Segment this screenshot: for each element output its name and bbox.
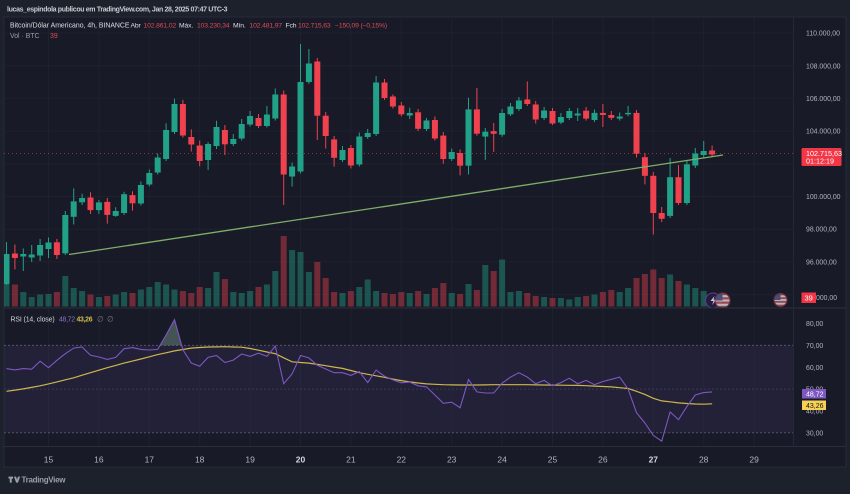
svg-text:110.000,00: 110.000,00 bbox=[806, 31, 840, 38]
svg-text:22: 22 bbox=[397, 454, 407, 464]
svg-text:−150,09 (−0,15%): −150,09 (−0,15%) bbox=[335, 23, 387, 30]
svg-text:∅: ∅ bbox=[97, 315, 103, 324]
svg-text:48,72: 48,72 bbox=[59, 316, 75, 323]
svg-text:102.481,97: 102.481,97 bbox=[250, 23, 283, 30]
svg-text:17: 17 bbox=[145, 454, 155, 464]
svg-text:106.000,00: 106.000,00 bbox=[806, 96, 841, 103]
svg-text:Bitcoin/Dólar Americano, 4h, B: Bitcoin/Dólar Americano, 4h, BINANCE bbox=[10, 23, 130, 30]
svg-text:16: 16 bbox=[94, 454, 104, 464]
svg-text:Vol · BTC: Vol · BTC bbox=[10, 33, 40, 40]
svg-text:23: 23 bbox=[447, 454, 457, 464]
svg-text:19: 19 bbox=[245, 454, 255, 464]
svg-text:000,00: 000,00 bbox=[816, 295, 837, 302]
svg-text:18: 18 bbox=[195, 454, 205, 464]
svg-text:102.861,02: 102.861,02 bbox=[144, 23, 177, 30]
svg-text:01:12:19: 01:12:19 bbox=[806, 156, 834, 165]
svg-text:103.230,34: 103.230,34 bbox=[197, 23, 230, 30]
svg-text:20: 20 bbox=[296, 454, 306, 464]
svg-text:60,00: 60,00 bbox=[806, 365, 823, 372]
svg-text:28: 28 bbox=[699, 454, 709, 464]
svg-text:27: 27 bbox=[649, 454, 659, 464]
svg-text:100.000,00: 100.000,00 bbox=[806, 194, 841, 201]
svg-text:Mín.: Mín. bbox=[233, 23, 246, 30]
svg-text:24: 24 bbox=[497, 454, 507, 464]
svg-text:30,00: 30,00 bbox=[806, 430, 823, 437]
svg-text:70,00: 70,00 bbox=[806, 343, 823, 350]
svg-text:40,00: 40,00 bbox=[806, 409, 823, 416]
svg-text:29: 29 bbox=[749, 454, 759, 464]
svg-text:104.000,00: 104.000,00 bbox=[806, 129, 841, 136]
svg-text:48,72: 48,72 bbox=[806, 392, 824, 399]
svg-text:43,26: 43,26 bbox=[806, 403, 824, 410]
svg-text:Fch: Fch bbox=[286, 23, 297, 30]
svg-text:Máx.: Máx. bbox=[179, 23, 193, 30]
svg-text:∅: ∅ bbox=[107, 315, 113, 324]
svg-text:39: 39 bbox=[805, 293, 813, 302]
svg-text:26: 26 bbox=[598, 454, 608, 464]
svg-text:43,26: 43,26 bbox=[77, 316, 93, 323]
svg-text:102.715,63: 102.715,63 bbox=[298, 23, 331, 30]
svg-text:15: 15 bbox=[44, 454, 54, 464]
svg-text:lucas_espindola publicou em Tr: lucas_espindola publicou em TradingView.… bbox=[7, 6, 228, 13]
svg-text:96.000,00: 96.000,00 bbox=[806, 259, 837, 266]
svg-text:25: 25 bbox=[548, 454, 558, 464]
svg-text:TradingView: TradingView bbox=[22, 476, 67, 485]
svg-text:98.000,00: 98.000,00 bbox=[806, 227, 837, 234]
svg-text:102.715,63: 102.715,63 bbox=[806, 149, 842, 158]
svg-text:108.000,00: 108.000,00 bbox=[806, 63, 841, 70]
svg-text:21: 21 bbox=[346, 454, 356, 464]
svg-text:RSI (14, close): RSI (14, close) bbox=[11, 316, 55, 323]
svg-text:39: 39 bbox=[50, 33, 58, 40]
svg-text:80,00: 80,00 bbox=[806, 321, 823, 328]
svg-text:Abr: Abr bbox=[131, 23, 142, 30]
